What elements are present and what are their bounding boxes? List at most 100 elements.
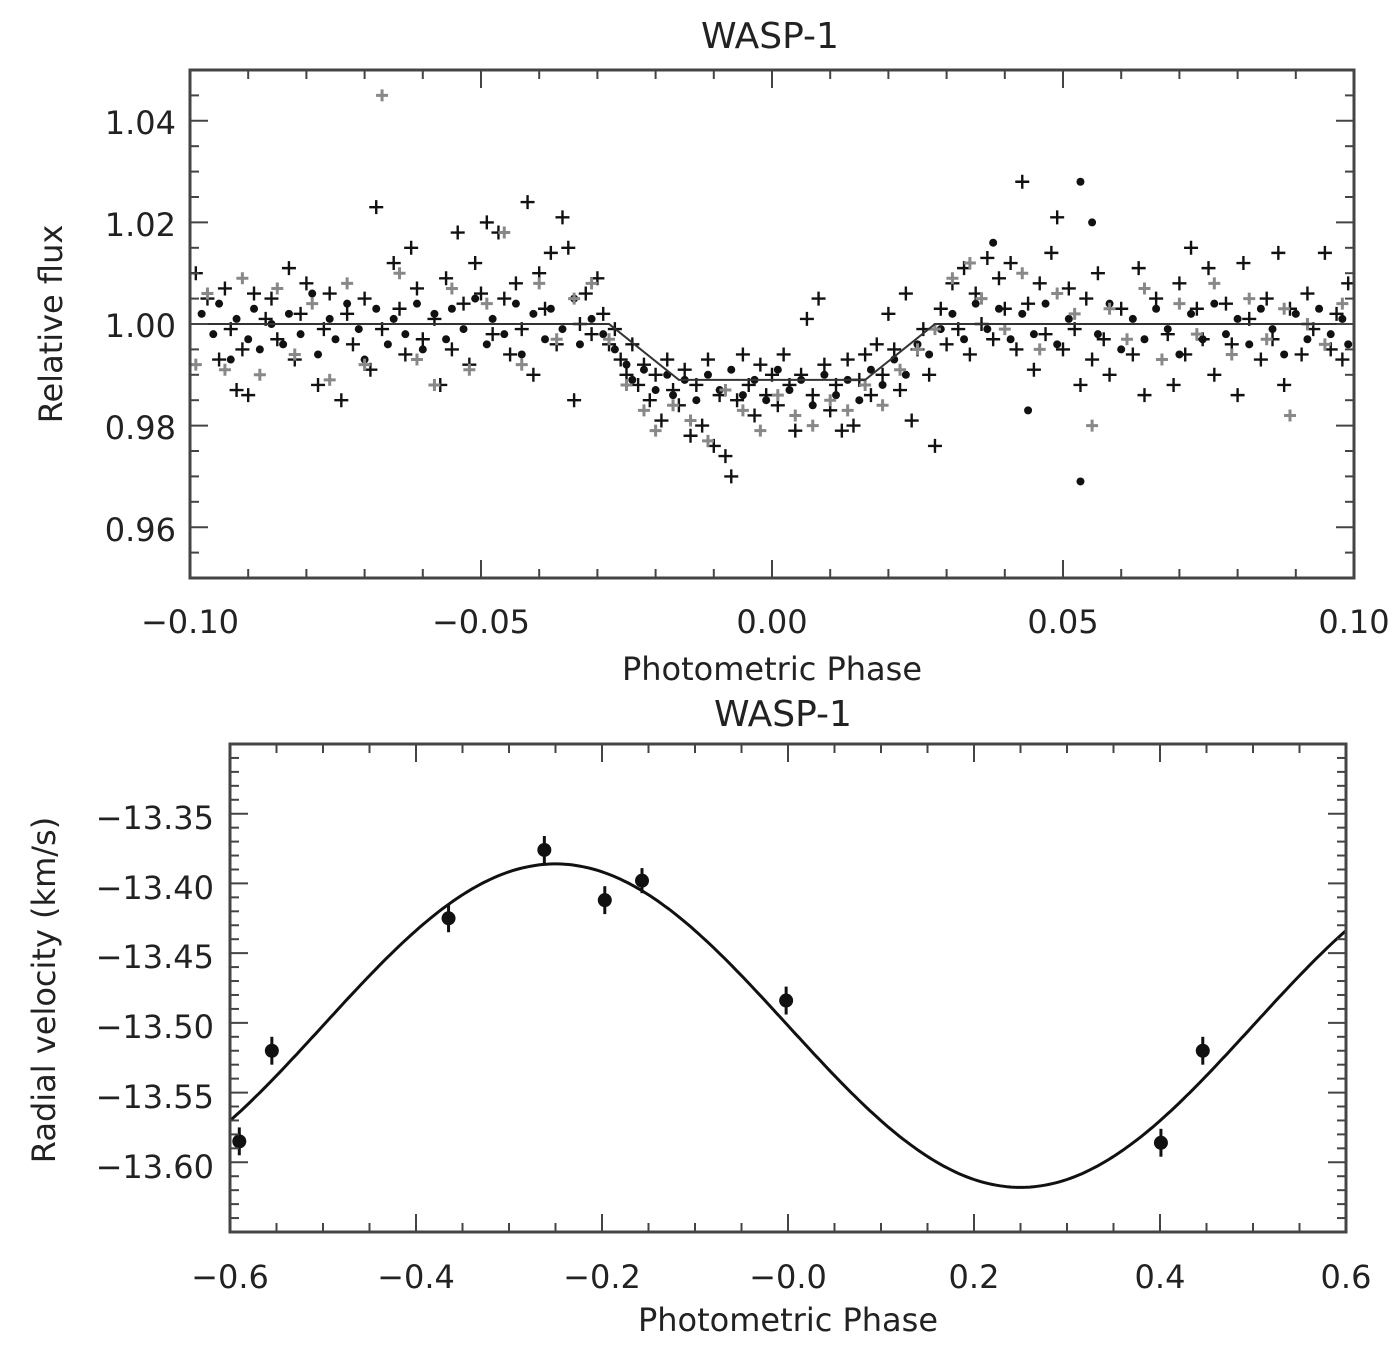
- flux-point-plus: [404, 240, 419, 255]
- flux-point-gray: [841, 404, 854, 417]
- flux-point-plus: [561, 240, 576, 255]
- flux-point-plus: [840, 352, 855, 367]
- light-curve-points: [188, 89, 1356, 486]
- flux-point-gray: [736, 404, 749, 417]
- flux-point-plus: [858, 347, 873, 362]
- x-tick-label: 0.4: [1135, 1258, 1186, 1296]
- flux-point-plus: [811, 291, 826, 306]
- flux-point-plus: [386, 256, 401, 271]
- flux-point-plus: [1003, 256, 1018, 271]
- flux-point-plus: [631, 377, 646, 392]
- light-curve-title: WASP-1: [701, 16, 839, 57]
- flux-point-dot: [599, 330, 608, 339]
- y-tick-label: 1.02: [105, 206, 176, 244]
- flux-point-gray: [637, 404, 650, 417]
- flux-point-plus: [456, 296, 471, 311]
- flux-point-dot: [430, 309, 439, 318]
- flux-point-dot: [1088, 218, 1097, 227]
- flux-point-dot: [1152, 304, 1161, 313]
- y-tick-label: 0.96: [105, 511, 176, 549]
- flux-point-gray: [1121, 333, 1134, 346]
- flux-point-plus: [392, 301, 407, 316]
- flux-point-plus: [520, 195, 535, 210]
- flux-point-plus: [642, 393, 657, 408]
- flux-point-dot: [651, 386, 660, 395]
- light-curve-panel: WASP-1 −0.10 −0.05 0.00 0.05 0.10 0.96 0…: [32, 16, 1390, 688]
- flux-point-plus: [1085, 352, 1100, 367]
- flux-point-gray: [1243, 292, 1256, 305]
- flux-point-plus: [485, 327, 500, 342]
- flux-point-plus: [578, 286, 593, 301]
- flux-point-plus: [1137, 388, 1152, 403]
- y-axis-label: Radial velocity (km/s): [25, 817, 63, 1163]
- flux-point-dot: [832, 391, 841, 400]
- flux-point-gray: [684, 414, 697, 427]
- flux-point-plus: [648, 367, 663, 382]
- flux-point-gray: [1016, 267, 1029, 280]
- flux-point-gray: [201, 287, 214, 300]
- flux-point-plus: [735, 347, 750, 362]
- flux-point-plus: [1317, 245, 1332, 260]
- flux-point-plus: [409, 281, 424, 296]
- flux-point-gray: [806, 419, 819, 432]
- flux-point-plus: [1056, 342, 1070, 357]
- flux-point-plus: [922, 367, 937, 382]
- flux-point-dot: [1117, 345, 1126, 354]
- flux-point-plus: [212, 352, 227, 367]
- flux-point-plus: [834, 423, 849, 438]
- flux-point-plus: [986, 332, 1001, 347]
- flux-point-plus: [596, 306, 611, 321]
- flux-point-dot: [215, 299, 224, 308]
- flux-point-gray: [445, 282, 458, 295]
- flux-point-dot: [785, 386, 794, 395]
- flux-point-gray: [998, 323, 1011, 336]
- flux-point-plus: [898, 286, 913, 301]
- flux-point-dot: [541, 335, 550, 344]
- flux-point-plus: [893, 383, 908, 398]
- flux-point-dot: [878, 380, 887, 389]
- flux-point-dot: [1315, 304, 1324, 313]
- flux-point-plus: [1271, 245, 1286, 260]
- flux-point-plus: [724, 469, 739, 484]
- flux-point-gray: [876, 399, 889, 412]
- flux-point-plus: [863, 388, 878, 403]
- flux-point-plus: [1166, 377, 1181, 392]
- flux-point-plus: [1125, 347, 1140, 362]
- flux-point-gray: [667, 399, 680, 412]
- flux-point-dot: [703, 370, 712, 379]
- x-tick-label: 0.6: [1321, 1258, 1372, 1296]
- flux-point-plus: [1218, 296, 1233, 311]
- flux-point-gray: [1208, 277, 1221, 290]
- y-tick-label: −13.35: [96, 799, 214, 837]
- flux-point-plus: [1015, 174, 1030, 189]
- flux-point-plus: [700, 352, 715, 367]
- flux-point-gray: [1051, 287, 1064, 300]
- flux-point-plus: [543, 245, 558, 260]
- flux-point-dot: [511, 299, 520, 308]
- flux-point-dot: [1076, 477, 1085, 486]
- rv-point: [537, 842, 552, 857]
- flux-point-dot: [1041, 299, 1050, 308]
- flux-point-gray: [1033, 343, 1046, 356]
- flux-point-plus: [1050, 210, 1065, 225]
- flux-point-plus: [1277, 377, 1292, 392]
- flux-point-plus: [439, 271, 454, 286]
- flux-point-plus: [293, 306, 308, 321]
- flux-point-plus: [1021, 296, 1036, 311]
- flux-point-gray: [480, 297, 493, 310]
- flux-point-gray: [771, 389, 784, 402]
- flux-point-gray: [1068, 307, 1081, 320]
- flux-point-plus: [334, 393, 349, 408]
- flux-point-plus: [875, 367, 890, 382]
- flux-point-dot: [994, 304, 1003, 313]
- flux-point-plus: [322, 286, 337, 301]
- flux-point-dot: [1221, 330, 1230, 339]
- rv-point: [264, 1043, 279, 1058]
- flux-point-dot: [1268, 325, 1277, 334]
- flux-point-gray: [1318, 338, 1331, 351]
- y-tick-label: −13.55: [96, 1078, 214, 1116]
- flux-point-gray: [341, 277, 354, 290]
- flux-point-dot: [1326, 330, 1335, 339]
- rv-point: [634, 873, 649, 888]
- flux-point-plus: [660, 352, 675, 367]
